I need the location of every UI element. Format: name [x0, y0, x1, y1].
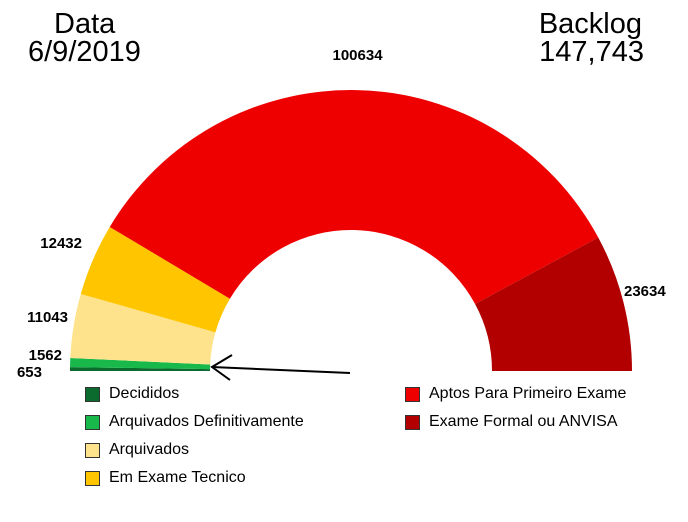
legend-swatch	[405, 387, 420, 402]
data-label-exame-formal-ou-anvisa: 23634	[624, 283, 666, 300]
legend-swatch	[85, 471, 100, 486]
data-label-arquivados: 11043	[27, 309, 68, 326]
legend-item: Em Exame Tecnico	[85, 469, 246, 487]
legend-swatch	[85, 443, 100, 458]
legend-label: Arquivados Definitivamente	[109, 413, 304, 431]
legend-swatch	[405, 415, 420, 430]
legend-item: Arquivados	[85, 441, 189, 459]
legend-item: Decididos	[85, 385, 179, 403]
data-label-em-exame-tecnico: 12432	[40, 235, 82, 252]
data-label-aptos-para-primeiro-exame: 100634	[332, 47, 383, 64]
legend-label: Aptos Para Primeiro Exame	[429, 385, 626, 403]
legend-item: Aptos Para Primeiro Exame	[405, 385, 626, 403]
annotation-arrow-line	[212, 367, 350, 373]
legend-label: Decididos	[109, 385, 179, 403]
legend-item: Arquivados Definitivamente	[85, 413, 304, 431]
legend-item: Exame Formal ou ANVISA	[405, 413, 618, 431]
legend-swatch	[85, 415, 100, 430]
legend-label: Arquivados	[109, 441, 189, 459]
data-label-arquivados-definitivamente: 1562	[29, 347, 62, 364]
chart-container: Data 6/9/2019 Backlog 147,743 6531562110…	[0, 0, 688, 522]
legend-swatch	[85, 387, 100, 402]
data-label-decididos: 653	[17, 364, 42, 381]
legend-label: Exame Formal ou ANVISA	[429, 413, 618, 431]
legend-label: Em Exame Tecnico	[109, 469, 246, 487]
